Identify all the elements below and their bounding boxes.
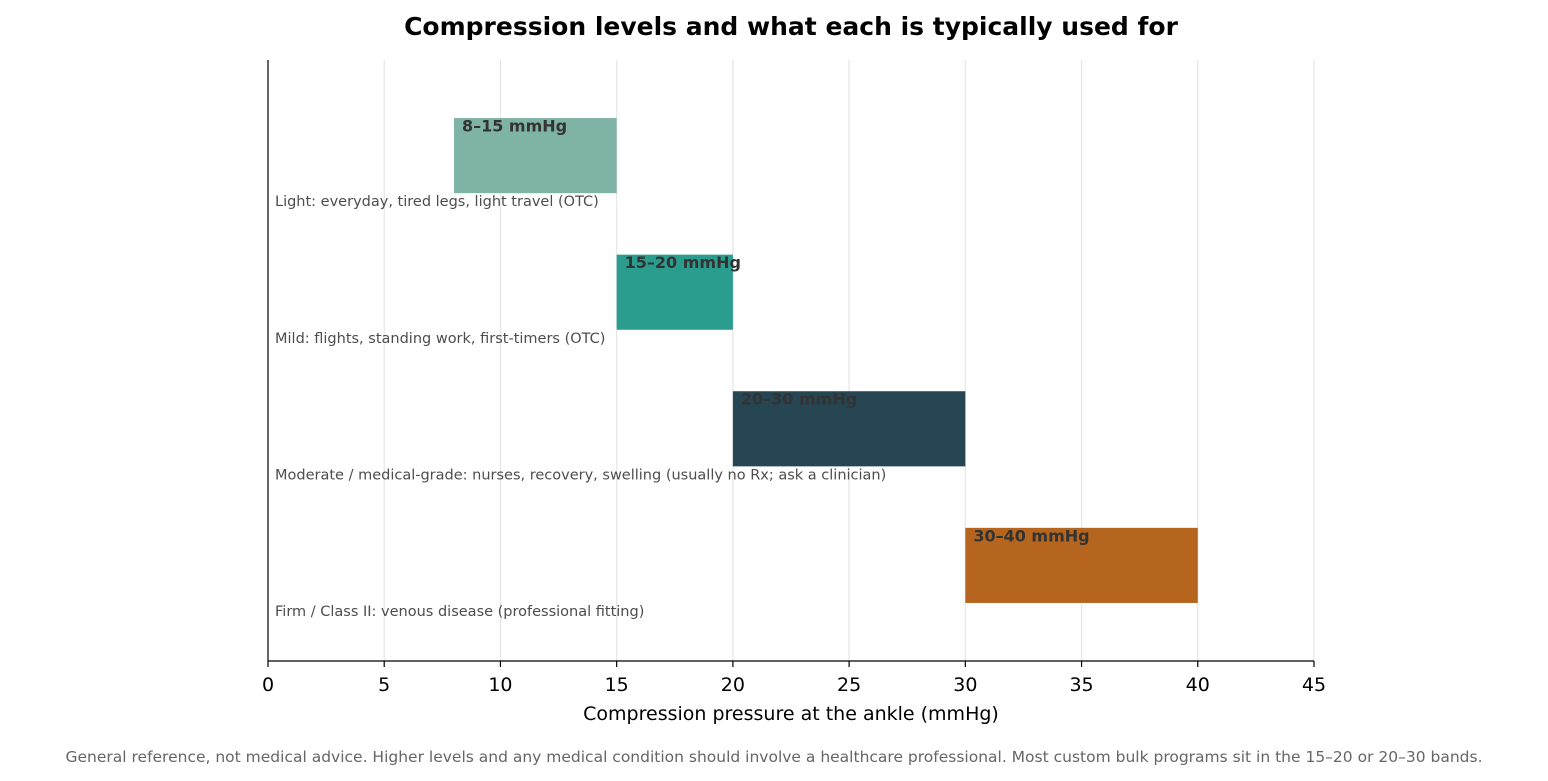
x-tick-label: 45 (1302, 674, 1326, 696)
range-bar (732, 391, 966, 467)
x-tick-label: 15 (605, 674, 629, 696)
range-label: 15–20 mmHg (625, 253, 741, 272)
chart-title: Compression levels and what each is typi… (404, 12, 1178, 41)
category-label: Firm / Class II: venous disease (profess… (275, 604, 644, 620)
category-label: Light: everyday, tired legs, light trave… (275, 194, 599, 210)
x-tick-label: 20 (721, 674, 745, 696)
x-tick-label: 5 (378, 674, 390, 696)
x-tick-label: 30 (953, 674, 977, 696)
x-tick-label: 25 (837, 674, 861, 696)
x-tick-label: 10 (488, 674, 512, 696)
range-bar (616, 254, 733, 330)
footnote: General reference, not medical advice. H… (65, 748, 1482, 766)
x-ticks: 0 5 10 15 20 25 30 35 40 45 (262, 661, 1326, 696)
range-bar (965, 527, 1198, 603)
range-label: 20–30 mmHg (741, 390, 857, 409)
axes (267, 60, 1314, 662)
range-label: 8–15 mmHg (462, 117, 567, 136)
category-label: Moderate / medical-grade: nurses, recove… (275, 467, 886, 483)
range-bar (453, 118, 617, 194)
category-label: Mild: flights, standing work, first-time… (275, 331, 605, 347)
x-tick-label: 40 (1186, 674, 1210, 696)
x-axis-label: Compression pressure at the ankle (mmHg) (583, 703, 999, 725)
x-tick-label: 0 (262, 674, 274, 696)
range-label: 30–40 mmHg (973, 526, 1089, 545)
bars: 8–15 mmHg Light: everyday, tired legs, li… (275, 117, 1198, 620)
x-tick-label: 35 (1069, 674, 1093, 696)
